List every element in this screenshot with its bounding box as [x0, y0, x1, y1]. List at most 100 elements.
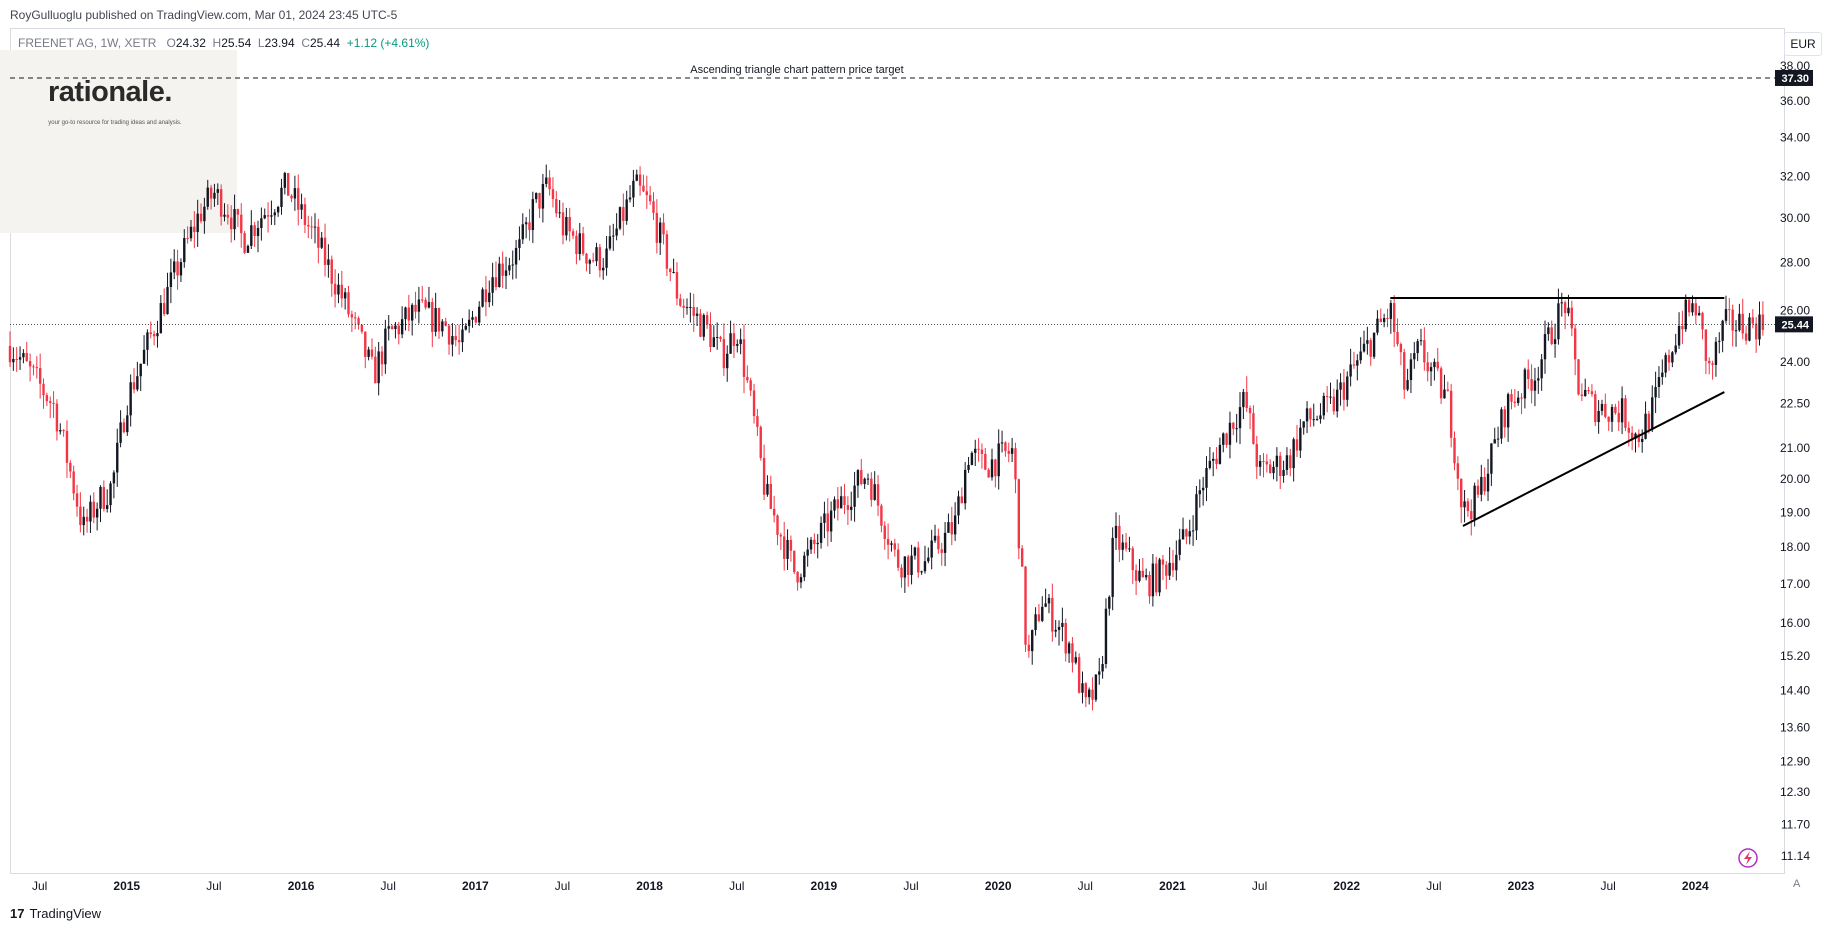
candle-body [85, 516, 89, 522]
candle-body [880, 505, 883, 526]
candle-body [89, 501, 92, 522]
candle-body [796, 572, 799, 583]
candle-body [1208, 460, 1212, 468]
candle-body [1024, 566, 1027, 645]
candle-body [927, 557, 930, 562]
y-tick-label: 21.00 [1780, 441, 1810, 455]
candle-body [1738, 313, 1741, 331]
candle-body [829, 510, 833, 532]
candle-body [152, 334, 156, 337]
x-tick-label: Jul [1600, 879, 1615, 893]
candle-body [1027, 644, 1031, 652]
candle-body [1051, 597, 1054, 632]
candle-body [1268, 464, 1272, 474]
candle-body [1084, 683, 1088, 698]
candle-body [1181, 529, 1185, 540]
target-price-label: 37.30 [1781, 73, 1809, 85]
candle-body [1694, 303, 1698, 316]
candle-body [719, 336, 722, 339]
candle-body [836, 499, 840, 509]
candle-body [1248, 407, 1252, 414]
candle-body [340, 284, 344, 299]
candle-body [1282, 470, 1285, 476]
tradingview-logo-icon: 17 [10, 906, 25, 921]
candle-body [293, 188, 297, 199]
candle-body [940, 549, 943, 553]
candle-body [967, 464, 970, 470]
candle-body [330, 259, 333, 284]
candle-body [1302, 421, 1305, 428]
candle-body [1728, 309, 1731, 311]
candle-body [1141, 570, 1145, 578]
candle-body [1061, 622, 1064, 627]
candle-body [1453, 437, 1456, 464]
candle-body [1483, 476, 1486, 492]
candle-body [461, 329, 464, 343]
candle-body [1386, 318, 1389, 320]
candle-body [685, 307, 689, 309]
y-tick-label: 14.40 [1780, 684, 1810, 698]
candle-body [246, 245, 250, 253]
candle-body [930, 540, 933, 558]
candle-body [1674, 345, 1677, 353]
last-price-tag [1775, 316, 1813, 333]
candle-body [655, 212, 659, 243]
candle-body [1667, 355, 1671, 363]
candle-body [783, 536, 786, 559]
candle-body [786, 539, 789, 559]
candle-body [431, 302, 434, 332]
candle-body [1359, 351, 1362, 361]
candle-body [793, 550, 796, 573]
x-tick-label: 2023 [1508, 879, 1535, 893]
candle-body [575, 235, 578, 255]
candle-body [1701, 312, 1704, 330]
candle-body [548, 177, 551, 190]
candle-body [226, 214, 230, 218]
candle-body [1470, 511, 1473, 520]
candle-body [756, 416, 759, 427]
publisher-line: RoyGulluoglu published on TradingView.co… [10, 8, 398, 22]
candle-body [1098, 671, 1101, 675]
candle-body [662, 222, 665, 235]
x-tick-label: Jul [1426, 879, 1441, 893]
footer-brand: 17 TradingView [10, 906, 101, 921]
candle-body [15, 359, 18, 361]
currency-button[interactable]: EUR [1784, 32, 1822, 56]
candle-body [545, 177, 548, 184]
candle-body [1292, 439, 1295, 469]
candle-body [1697, 312, 1701, 316]
candle-body [950, 522, 953, 535]
candle-body [1527, 369, 1530, 380]
x-tick-label: 2020 [985, 879, 1012, 893]
candle-body [736, 344, 739, 346]
candle-body [1275, 455, 1279, 467]
candle-body [1681, 325, 1684, 330]
candle-body [692, 306, 695, 316]
candle-body [464, 325, 468, 330]
rationale-logo: rationale. [48, 76, 172, 108]
candle-body [1721, 320, 1724, 341]
y-tick-label: 38.00 [1780, 59, 1810, 73]
candle-body [1657, 377, 1661, 387]
candle-body [702, 315, 705, 337]
candle-body [437, 308, 441, 332]
candle-body [1530, 379, 1533, 391]
candle-body [109, 483, 112, 506]
candle-body [1406, 380, 1409, 390]
candle-body [823, 513, 826, 523]
candle-body [1426, 362, 1429, 372]
x-tick-label: 2018 [636, 879, 663, 893]
auto-scale-button[interactable]: A [1793, 878, 1801, 890]
x-tick-label: Jul [555, 879, 570, 893]
candle-body [1590, 391, 1594, 395]
candle-body [380, 351, 384, 365]
candle-body [1704, 329, 1708, 361]
candle-body [297, 188, 300, 210]
candle-body [856, 470, 860, 486]
x-tick-label: 2016 [288, 879, 315, 893]
candle-body [695, 313, 699, 316]
candle-body [1212, 458, 1215, 461]
x-tick-label: 2019 [811, 879, 838, 893]
candle-body [1751, 317, 1755, 324]
